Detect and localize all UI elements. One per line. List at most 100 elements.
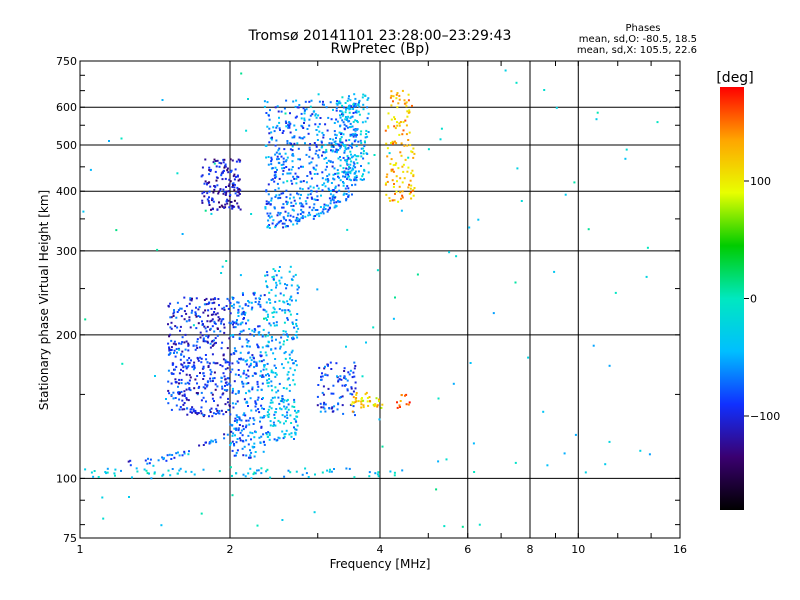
data-point xyxy=(284,407,287,410)
data-point xyxy=(239,208,242,211)
data-point xyxy=(345,199,348,202)
data-point xyxy=(262,375,265,378)
data-point xyxy=(328,407,331,409)
data-point xyxy=(322,151,325,154)
data-point xyxy=(277,110,280,113)
data-point xyxy=(233,321,235,324)
data-point xyxy=(332,199,335,202)
data-point xyxy=(344,187,347,190)
data-point xyxy=(359,133,362,136)
data-point xyxy=(273,171,276,174)
data-point xyxy=(253,357,255,360)
data-point xyxy=(199,336,202,339)
data-point xyxy=(275,408,278,410)
data-point xyxy=(406,110,409,113)
data-point xyxy=(114,474,116,477)
data-point xyxy=(204,327,207,330)
data-point xyxy=(358,101,360,104)
data-point xyxy=(247,382,250,385)
data-point xyxy=(277,419,280,422)
data-point xyxy=(322,212,325,215)
data-point xyxy=(232,175,235,178)
data-point xyxy=(274,106,277,109)
data-point xyxy=(399,177,402,180)
data-point xyxy=(237,427,240,430)
data-point xyxy=(216,404,219,407)
data-point xyxy=(171,454,174,456)
data-point xyxy=(300,208,303,211)
data-point xyxy=(339,116,342,119)
data-point xyxy=(248,301,251,304)
data-point xyxy=(320,140,323,143)
data-point xyxy=(128,496,130,498)
data-point xyxy=(275,274,278,277)
data-point xyxy=(385,193,388,196)
data-point xyxy=(355,400,358,403)
data-point xyxy=(296,213,299,216)
data-point xyxy=(367,404,370,407)
data-point xyxy=(412,175,415,178)
data-point xyxy=(281,132,284,134)
data-point xyxy=(222,372,225,375)
data-point xyxy=(273,130,276,133)
data-point xyxy=(354,398,357,401)
data-point xyxy=(372,326,375,329)
data-point xyxy=(335,118,338,121)
data-point xyxy=(292,362,295,365)
data-point xyxy=(266,379,269,382)
data-point xyxy=(319,206,322,208)
data-point xyxy=(114,468,117,471)
data-point xyxy=(193,473,196,476)
data-point xyxy=(267,114,270,117)
data-point xyxy=(219,189,222,192)
data-point xyxy=(229,371,232,374)
data-point xyxy=(202,468,205,471)
data-point xyxy=(257,325,260,328)
data-point xyxy=(260,354,263,357)
data-point xyxy=(178,382,180,385)
data-point xyxy=(233,205,236,208)
data-point xyxy=(167,389,170,392)
data-point xyxy=(393,474,396,477)
data-point xyxy=(320,146,323,149)
data-point xyxy=(393,125,396,128)
data-point xyxy=(285,125,288,128)
colorbar-label: [deg] xyxy=(716,70,753,86)
data-point xyxy=(295,182,298,185)
data-point xyxy=(239,159,242,162)
data-point xyxy=(553,270,556,273)
data-point xyxy=(278,279,281,282)
data-point xyxy=(183,296,186,299)
data-point xyxy=(256,380,259,383)
data-point xyxy=(328,142,331,145)
data-point xyxy=(188,379,191,382)
data-point xyxy=(327,364,329,367)
data-point xyxy=(283,352,286,355)
data-point xyxy=(342,171,345,174)
data-point xyxy=(320,141,323,144)
data-point xyxy=(390,142,392,144)
data-point xyxy=(168,453,171,456)
data-point xyxy=(289,112,291,115)
data-point xyxy=(332,138,335,141)
data-point xyxy=(213,301,216,304)
data-point xyxy=(389,199,392,202)
data-point xyxy=(209,411,212,413)
series-region xyxy=(84,467,404,480)
data-point xyxy=(209,346,212,349)
data-point xyxy=(233,427,236,430)
data-point xyxy=(295,428,298,431)
data-point xyxy=(277,196,280,199)
data-point xyxy=(220,162,223,165)
data-point xyxy=(203,182,206,185)
data-point xyxy=(237,205,240,208)
data-point xyxy=(187,364,190,367)
data-point xyxy=(265,354,268,357)
data-point xyxy=(297,327,300,330)
data-point xyxy=(300,216,303,219)
data-point xyxy=(231,320,234,323)
data-point xyxy=(311,113,314,116)
data-point xyxy=(106,471,109,474)
data-point xyxy=(250,359,253,362)
